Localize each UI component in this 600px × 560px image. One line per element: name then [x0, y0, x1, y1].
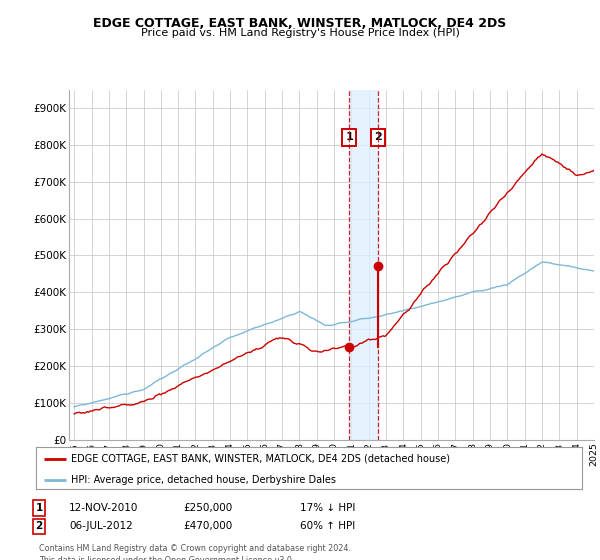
Text: 12-NOV-2010: 12-NOV-2010	[69, 503, 139, 513]
Text: £250,000: £250,000	[183, 503, 232, 513]
Text: 06-JUL-2012: 06-JUL-2012	[69, 521, 133, 531]
Text: 60% ↑ HPI: 60% ↑ HPI	[300, 521, 355, 531]
Text: Price paid vs. HM Land Registry's House Price Index (HPI): Price paid vs. HM Land Registry's House …	[140, 28, 460, 38]
Text: 2: 2	[35, 521, 43, 531]
Text: EDGE COTTAGE, EAST BANK, WINSTER, MATLOCK, DE4 2DS (detached house): EDGE COTTAGE, EAST BANK, WINSTER, MATLOC…	[71, 454, 451, 464]
Text: 1: 1	[345, 133, 353, 142]
Text: 17% ↓ HPI: 17% ↓ HPI	[300, 503, 355, 513]
Bar	[349, 90, 377, 440]
Text: EDGE COTTAGE, EAST BANK, WINSTER, MATLOCK, DE4 2DS: EDGE COTTAGE, EAST BANK, WINSTER, MATLOC…	[94, 17, 506, 30]
Text: Contains HM Land Registry data © Crown copyright and database right 2024.
This d: Contains HM Land Registry data © Crown c…	[39, 544, 351, 560]
Text: HPI: Average price, detached house, Derbyshire Dales: HPI: Average price, detached house, Derb…	[71, 475, 337, 485]
Text: 1: 1	[35, 503, 43, 513]
Text: 2: 2	[374, 133, 382, 142]
Text: £470,000: £470,000	[183, 521, 232, 531]
